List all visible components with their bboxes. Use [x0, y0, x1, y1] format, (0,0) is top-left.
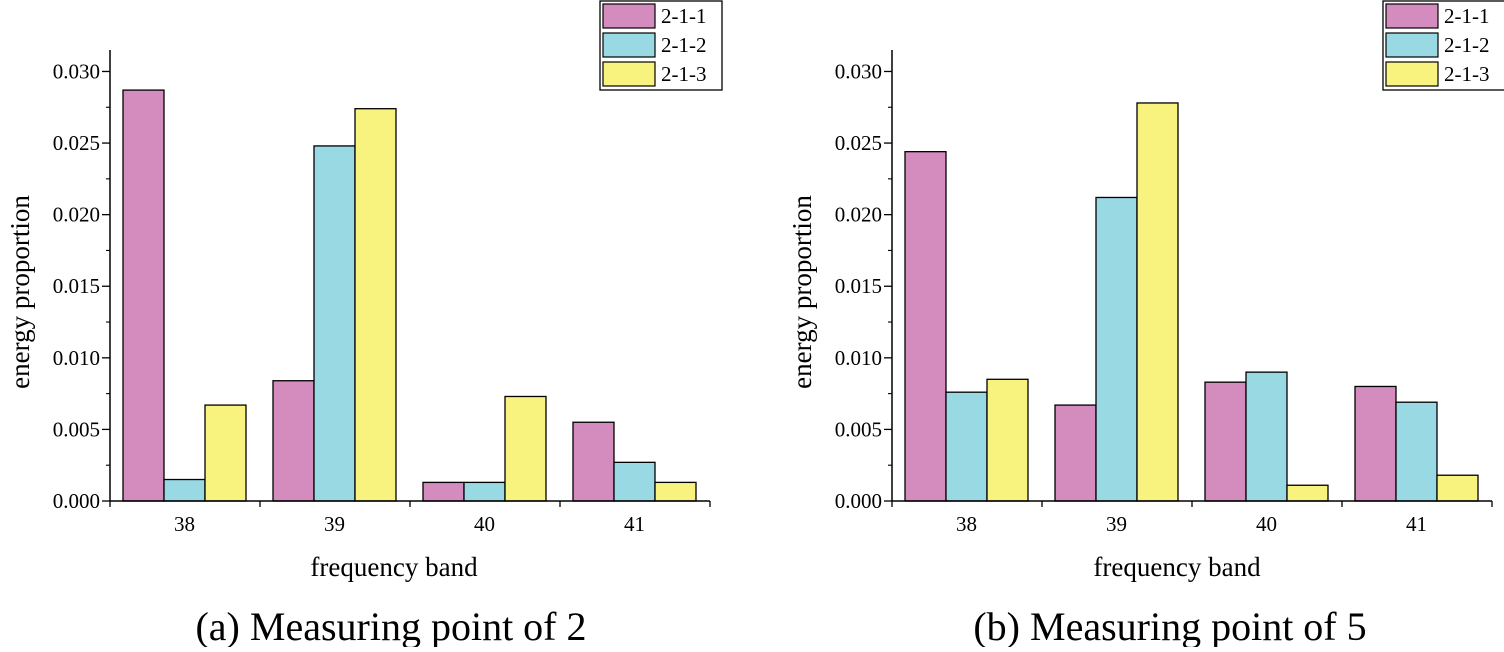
bar-2-1-1-38 [122, 89, 165, 502]
legend-swatch-2-1-1 [602, 3, 656, 29]
y-tick-label: 0.010 [53, 346, 100, 370]
bar-2-1-2-39 [313, 145, 356, 502]
bars-group [122, 89, 697, 502]
bars-group [904, 102, 1479, 502]
bar-2-1-3-40 [504, 395, 547, 502]
legend-label-2-1-1: 2-1-1 [661, 4, 707, 28]
bar-2-1-1-41 [1354, 385, 1397, 502]
bar-2-1-2-40 [463, 481, 506, 502]
bar-2-1-3-38 [204, 404, 247, 502]
legend-swatch-2-1-3 [1385, 61, 1439, 87]
bar-2-1-3-41 [654, 481, 697, 502]
bar-2-1-2-38 [945, 391, 988, 502]
x-tick-label: 38 [174, 512, 195, 536]
bar-2-1-1-39 [272, 380, 315, 502]
y-tick-label: 0.020 [53, 203, 100, 227]
y-axis-title: energy proportion [787, 195, 817, 389]
bar-2-1-2-38 [163, 478, 206, 502]
x-tick-label: 38 [956, 512, 977, 536]
y-tick-label: 0.025 [835, 131, 882, 155]
bar-2-1-2-41 [1395, 401, 1438, 502]
y-tick-label: 0.015 [835, 274, 882, 298]
y-axis-title: energy proportion [5, 195, 35, 389]
panel-caption: (a) Measuring point of 2 [195, 604, 586, 647]
x-tick-label: 39 [1106, 512, 1127, 536]
legend-swatch-2-1-1 [1385, 3, 1439, 29]
legend: 2-1-1 2-1-2 2-1-3 [599, 0, 723, 91]
bar-2-1-1-39 [1054, 404, 1097, 502]
legend-swatch-2-1-2 [602, 32, 656, 58]
x-tick-label: 41 [624, 512, 645, 536]
y-tick-label: 0.000 [835, 489, 882, 513]
bar-2-1-3-41 [1436, 474, 1479, 502]
y-tick-label: 0.005 [835, 417, 882, 441]
chart-panel-a: 0.000 0.005 0.010 0.015 0.020 0.025 0.030 38 39 4… [5, 0, 723, 649]
x-axis-title: frequency band [1093, 552, 1261, 582]
axes-group: 0.000 0.005 0.010 0.015 0.020 0.025 0.030 38 39 4… [53, 50, 711, 536]
bar-2-1-2-41 [613, 461, 656, 502]
y-tick-label: 0.015 [53, 274, 100, 298]
y-tick-label: 0.000 [53, 489, 100, 513]
panel-caption: (b) Measuring point of 5 [973, 604, 1366, 647]
bar-2-1-3-39 [354, 108, 397, 502]
chart-panel-b: 0.000 0.005 0.010 0.015 0.020 0.025 0.030 38 39 4… [787, 0, 1504, 649]
bar-2-1-1-41 [572, 421, 615, 502]
y-tick-label: 0.020 [835, 203, 882, 227]
axes-group: 0.000 0.005 0.010 0.015 0.020 0.025 0.030 38 39 4… [835, 50, 1493, 536]
y-tick-label: 0.030 [835, 59, 882, 83]
bar-2-1-2-40 [1245, 371, 1288, 502]
legend-swatch-2-1-3 [602, 61, 656, 87]
bar-2-1-3-39 [1136, 102, 1179, 502]
y-tick-label: 0.025 [53, 131, 100, 155]
bar-2-1-1-38 [904, 151, 947, 502]
x-tick-label: 39 [324, 512, 345, 536]
legend-label-2-1-3: 2-1-3 [661, 62, 707, 86]
bar-2-1-3-38 [986, 378, 1029, 502]
bar-2-1-2-39 [1095, 196, 1138, 502]
legend-label-2-1-2: 2-1-2 [661, 33, 707, 57]
legend-label-2-1-3: 2-1-3 [1444, 62, 1490, 86]
y-tick-label: 0.030 [53, 59, 100, 83]
x-tick-label: 41 [1406, 512, 1427, 536]
legend: 2-1-1 2-1-2 2-1-3 [1382, 0, 1504, 91]
legend-swatch-2-1-2 [1385, 32, 1439, 58]
x-axis-title: frequency band [310, 552, 478, 582]
y-tick-label: 0.010 [835, 346, 882, 370]
bar-2-1-1-40 [1204, 381, 1247, 502]
legend-label-2-1-1: 2-1-1 [1444, 4, 1490, 28]
legend-label-2-1-2: 2-1-2 [1444, 33, 1490, 57]
y-tick-label: 0.005 [53, 417, 100, 441]
x-tick-label: 40 [474, 512, 495, 536]
bar-2-1-3-40 [1286, 484, 1329, 502]
x-tick-label: 40 [1256, 512, 1277, 536]
bar-2-1-1-40 [422, 481, 465, 502]
